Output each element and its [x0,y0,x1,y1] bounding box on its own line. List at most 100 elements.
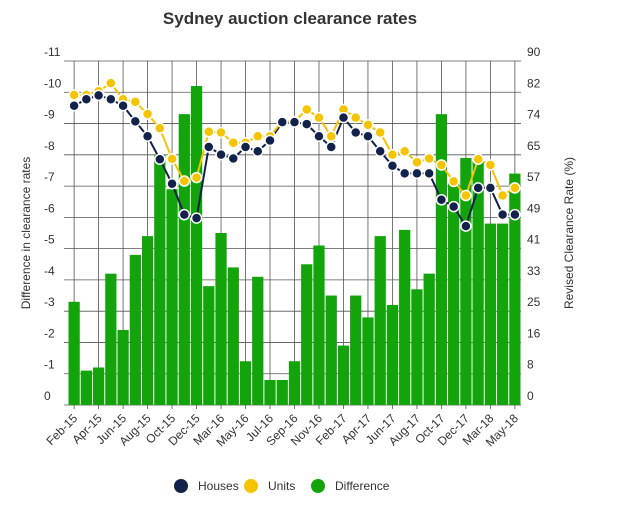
point-units [300,103,313,116]
right-tick-label: 16 [527,326,541,340]
point-houses [423,167,435,180]
point-houses [190,212,203,224]
point-units [398,145,411,157]
point-units [227,137,240,149]
point-houses [227,152,240,165]
point-houses [68,99,80,112]
left-tick-label: -9 [44,108,55,122]
bar-difference [166,189,178,405]
left-tick-label: -3 [44,295,55,309]
point-units [166,153,178,165]
point-units [472,153,484,165]
legend-marker-units [244,479,258,493]
point-houses [411,167,423,180]
point-units [496,189,509,202]
point-units [509,182,521,194]
bar-difference [435,114,448,405]
bar-difference [288,361,301,405]
point-units [203,125,215,138]
right-tick-label: 8 [527,358,534,372]
bar-difference [190,86,203,405]
point-houses [117,99,129,112]
legend-label-difference: Difference [335,479,390,493]
point-houses [484,182,497,194]
point-houses [264,134,276,147]
point-houses [509,208,521,221]
point-houses [374,145,386,157]
point-units [349,111,362,124]
bar-difference [80,370,92,405]
legend-label-units: Units [268,479,295,493]
bar-difference [448,179,460,405]
left-tick-label: -7 [44,170,55,184]
point-units [484,159,497,171]
point-houses [496,208,509,221]
point-units [362,119,374,131]
left-tick-label: -4 [44,264,55,278]
bar-difference [399,229,411,405]
bar-difference [252,276,264,405]
point-houses [447,200,460,213]
right-tick-label: 41 [527,233,541,247]
point-houses [362,130,374,143]
bar-difference [350,295,362,405]
bar-difference [178,114,190,405]
left-tick-label: -8 [44,139,55,153]
point-units [374,126,386,139]
left-tick-label: -5 [44,233,55,247]
bar-difference [325,295,337,405]
point-houses [325,141,337,153]
point-units [215,126,227,139]
point-houses [178,208,191,221]
point-units [435,159,448,171]
point-units [190,171,203,184]
bar-difference [423,273,435,405]
legend-marker-difference [311,479,325,493]
point-houses [92,89,105,102]
point-units [154,122,166,135]
legend-marker-houses [174,479,188,493]
point-houses [215,148,227,161]
right-tick-label: 57 [527,170,541,184]
bar-difference [497,223,509,405]
point-houses [337,111,350,124]
point-houses [386,159,399,172]
bar-difference [472,157,484,405]
left-tick-label: -10 [44,76,62,90]
bar-difference [264,379,276,405]
bar-difference [239,361,252,405]
chart-title: Sydney auction clearance rates [163,9,417,28]
bar-difference [129,254,141,405]
difference-bars [68,86,521,405]
left-tick-label: -11 [44,45,61,59]
point-houses [398,167,411,180]
point-units [178,175,191,187]
point-houses [252,145,264,157]
point-houses [349,126,362,139]
point-units [423,152,435,165]
bar-difference [301,264,313,405]
bar-difference [227,267,239,405]
point-units [105,77,117,89]
bar-difference [460,157,472,405]
bar-difference [68,301,80,405]
left-tick-label: -2 [44,326,55,340]
point-houses [472,182,484,194]
point-houses [435,193,448,206]
point-units [141,108,154,120]
point-houses [460,220,472,232]
point-houses [239,141,252,153]
point-houses [129,115,142,128]
point-units [313,111,325,124]
right-tick-label: 0 [527,389,534,403]
bar-difference [117,329,129,405]
right-tick-label: 82 [527,76,541,90]
point-houses [276,116,289,128]
bar-difference [374,236,386,405]
point-houses [80,93,93,105]
point-units [460,189,472,202]
point-units [68,89,80,101]
right-tick-label: 90 [527,45,541,59]
